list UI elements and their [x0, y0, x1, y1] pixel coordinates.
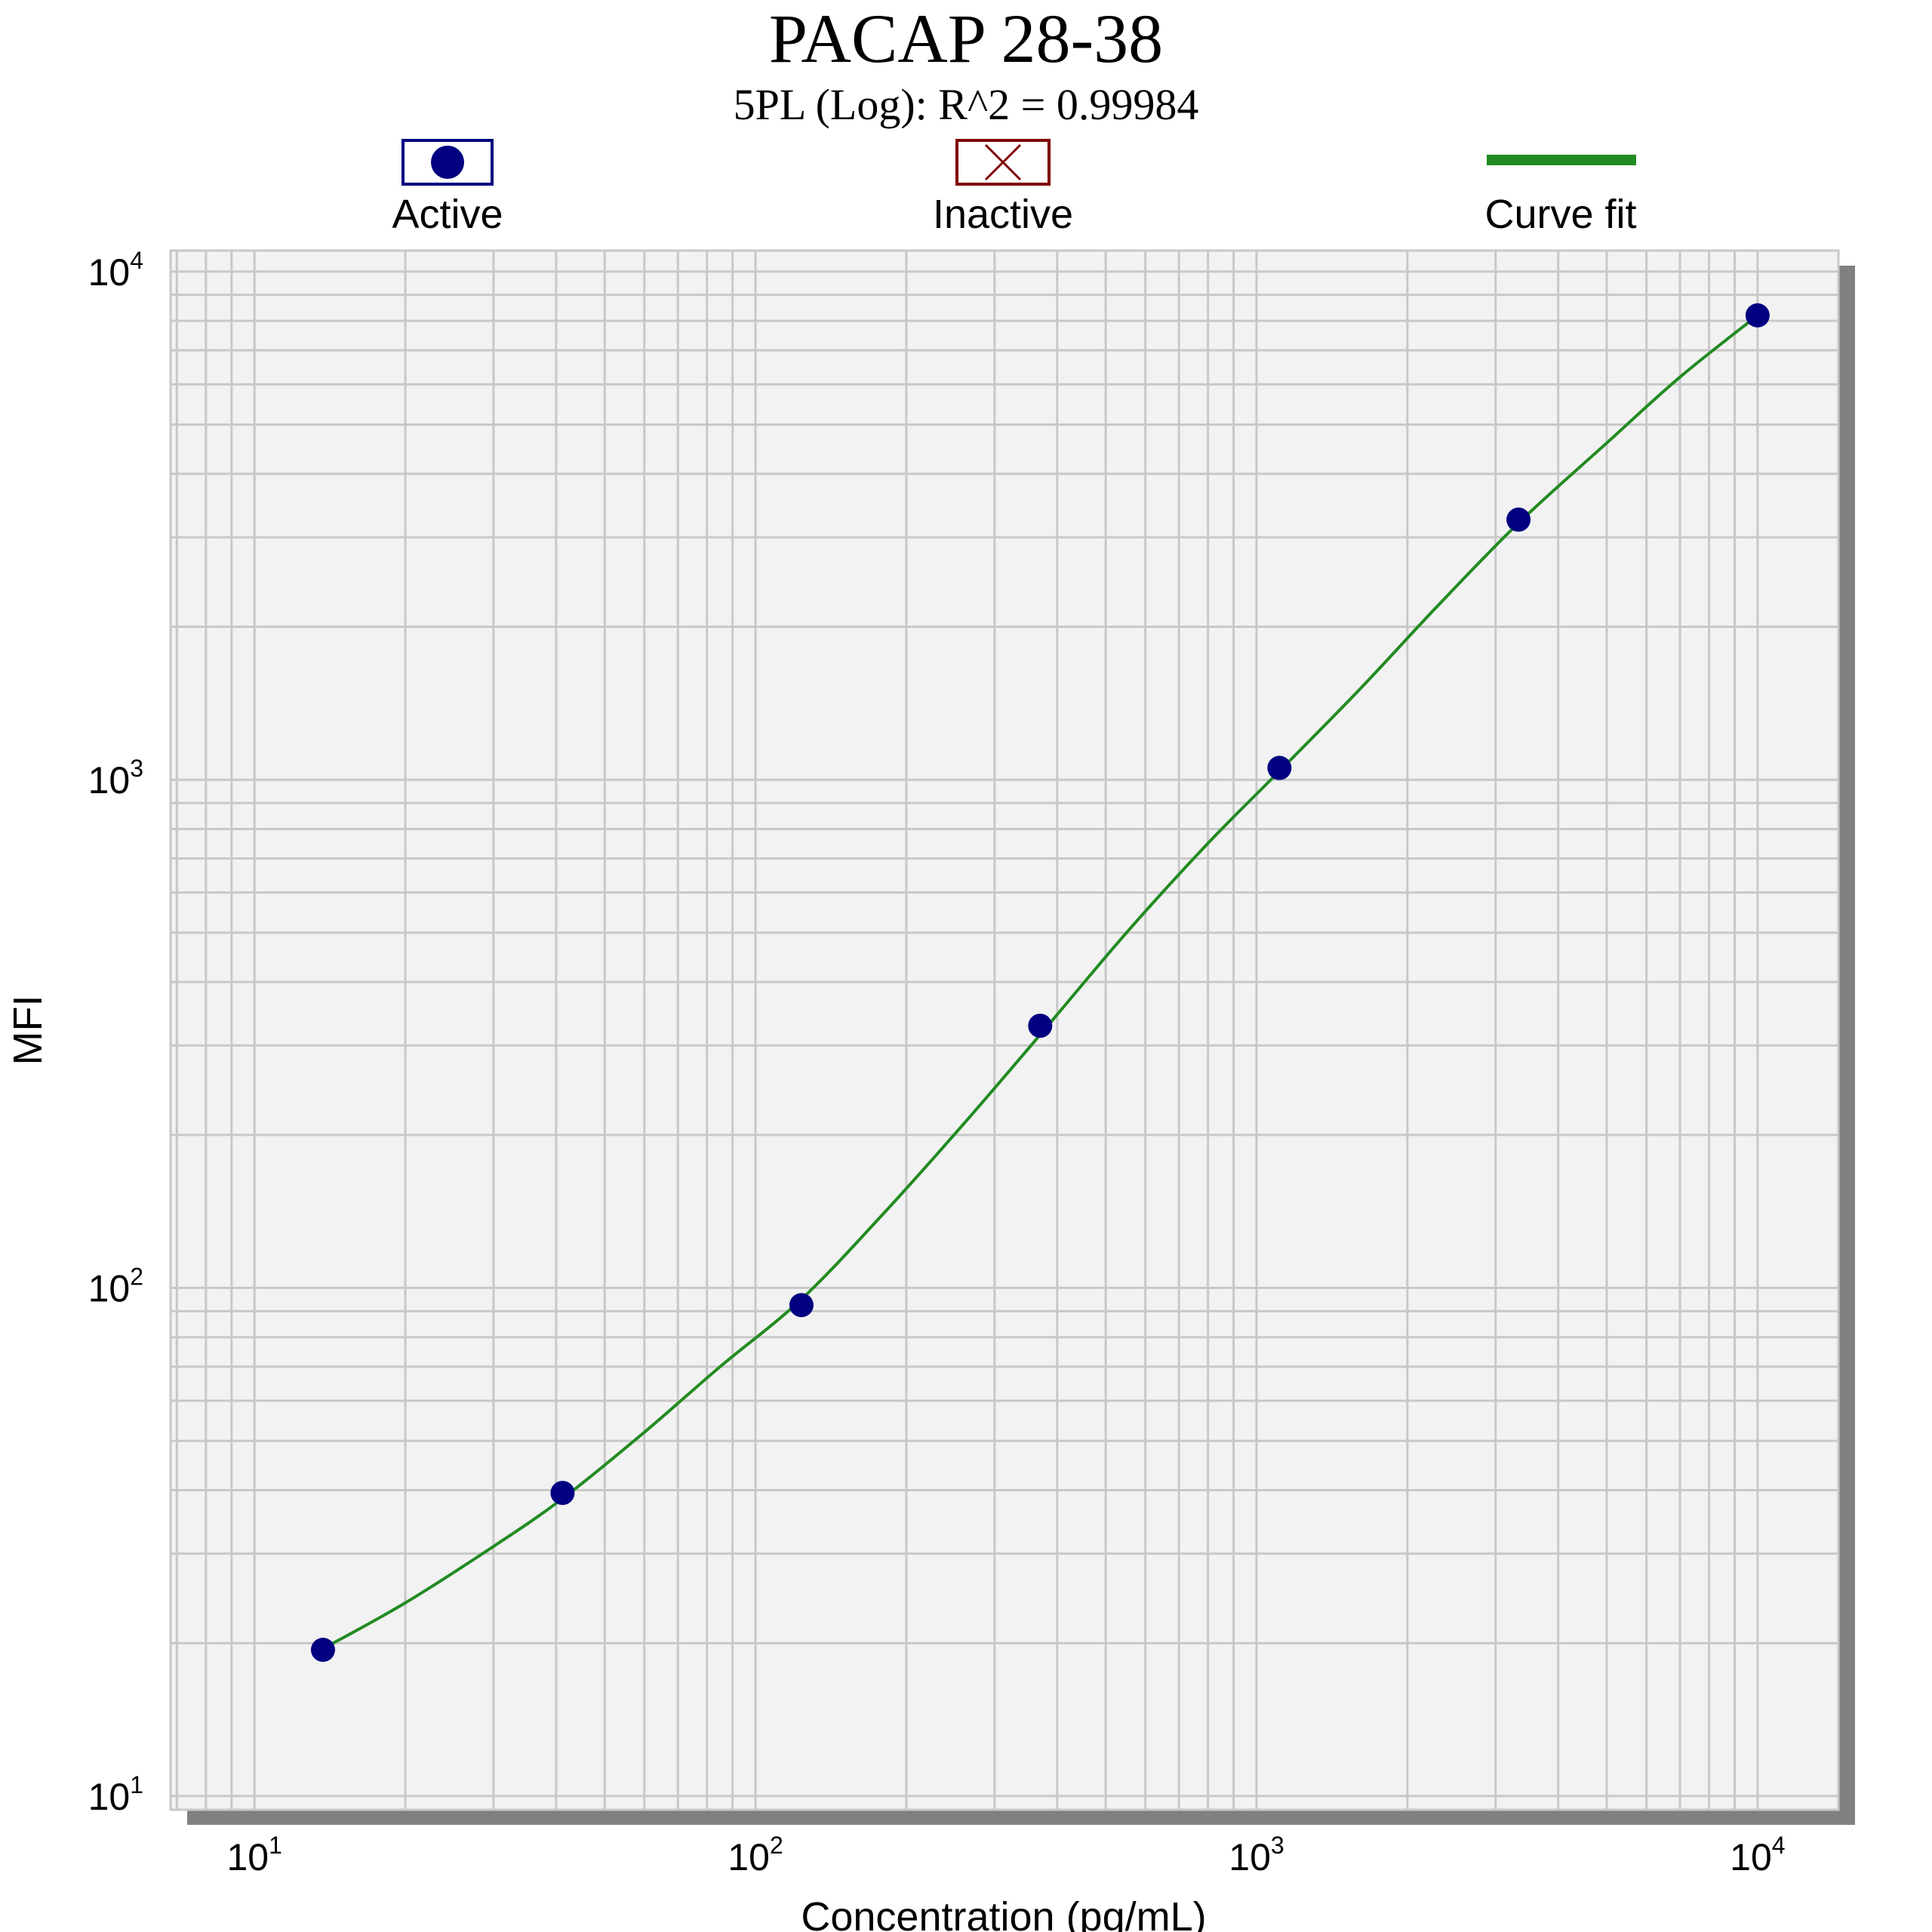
x-tick-labels: 101 102 103 104	[226, 1832, 1785, 1878]
legend-item-active: Active	[392, 139, 503, 237]
data-point	[1745, 303, 1770, 328]
y-axis-label: MFI	[5, 995, 51, 1066]
plot-area	[169, 249, 1840, 1811]
y-tick-label: 102	[88, 1263, 143, 1310]
data-point	[789, 1293, 814, 1318]
x-gridlines	[175, 251, 1759, 1810]
x-tick-label: 104	[1730, 1832, 1785, 1878]
data-point	[550, 1481, 575, 1506]
data-point	[310, 1638, 335, 1663]
active-points	[310, 303, 1770, 1663]
legend-inactive-label: Inactive	[933, 192, 1073, 237]
x-tick-label: 101	[226, 1832, 281, 1878]
legend-item-inactive: Inactive	[933, 139, 1073, 237]
legend-item-curve: Curve fit	[1484, 155, 1637, 237]
x-tick-label: 102	[728, 1832, 783, 1878]
data-point	[1506, 507, 1531, 532]
legend-active-label: Active	[392, 192, 503, 237]
y-gridlines	[171, 270, 1838, 1798]
y-tick-label: 101	[88, 1771, 143, 1818]
y-tick-label: 104	[88, 247, 143, 294]
y-tick-labels: 101 102 103 104	[88, 247, 143, 1818]
x-axis-label: Concentration (pg/mL)	[801, 1894, 1206, 1932]
legend-active-marker-icon	[431, 146, 464, 179]
chart-title: PACAP 28-38	[769, 0, 1163, 77]
legend-inactive-cross-icon-2	[984, 143, 1022, 181]
data-point	[1267, 755, 1292, 780]
x-tick-label: 103	[1229, 1832, 1284, 1878]
chart-subtitle: 5PL (Log): R^2 = 0.99984	[734, 80, 1199, 129]
y-tick-label: 103	[88, 755, 143, 801]
data-point	[1028, 1014, 1053, 1038]
legend-curve-label: Curve fit	[1484, 192, 1636, 237]
legend: Active Inactive Curve fit	[392, 139, 1637, 237]
